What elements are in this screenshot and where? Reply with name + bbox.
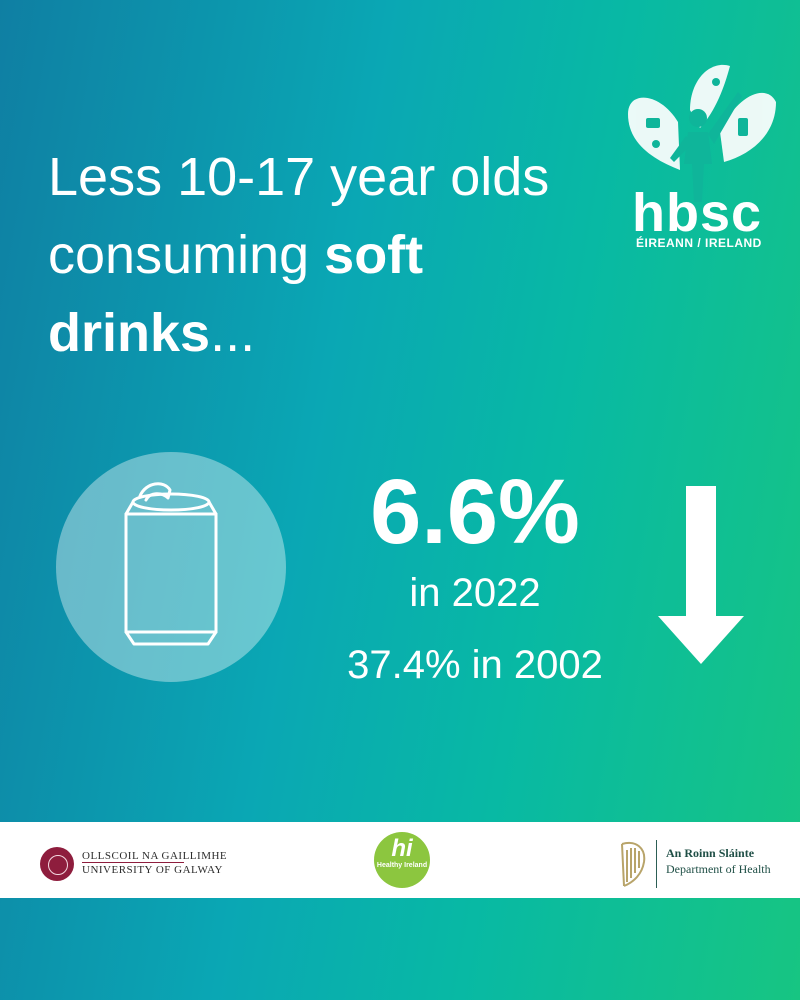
galway-divider <box>82 862 184 863</box>
headline-line-2-text: consuming <box>48 225 325 285</box>
galway-name-english: UNIVERSITY OF GALWAY <box>82 864 223 876</box>
doh-divider <box>656 840 657 888</box>
healthy-ireland-subtitle: Healthy Ireland <box>376 862 428 869</box>
arrow-down-icon <box>658 486 744 664</box>
hbsc-subtitle: ÉIREANN / IRELAND <box>636 236 762 250</box>
soda-can-icon <box>124 482 218 646</box>
galway-name-irish: OLLSCOIL NA GAILLIMHE <box>82 850 228 862</box>
headline-emphasis-drinks: drinks <box>48 303 211 363</box>
galway-seal-icon <box>40 847 74 881</box>
headline-ellipsis: ... <box>210 303 256 363</box>
doh-name-english: Department of Health <box>666 862 771 876</box>
healthy-ireland-logo-icon <box>374 832 430 888</box>
hbsc-wordmark: hbsc <box>632 183 763 243</box>
stat-year: in 2022 <box>409 571 541 615</box>
doh-name-irish: An Roinn Sláinte <box>666 846 755 860</box>
headline-emphasis-soft: soft <box>324 225 424 285</box>
harp-icon <box>621 842 646 887</box>
headline-line-1: Less 10-17 year olds <box>48 147 550 207</box>
headline-line-3: drinks... <box>48 294 608 372</box>
headline: Less 10-17 year olds consuming soft drin… <box>48 138 608 372</box>
stat-comparison: 37.4% in 2002 <box>347 643 603 687</box>
headline-line-2: consuming soft <box>48 216 608 294</box>
hbsc-logo-icon <box>628 64 776 202</box>
stat-value: 6.6% <box>370 461 580 563</box>
healthy-ireland-wordmark: hi <box>391 835 413 862</box>
